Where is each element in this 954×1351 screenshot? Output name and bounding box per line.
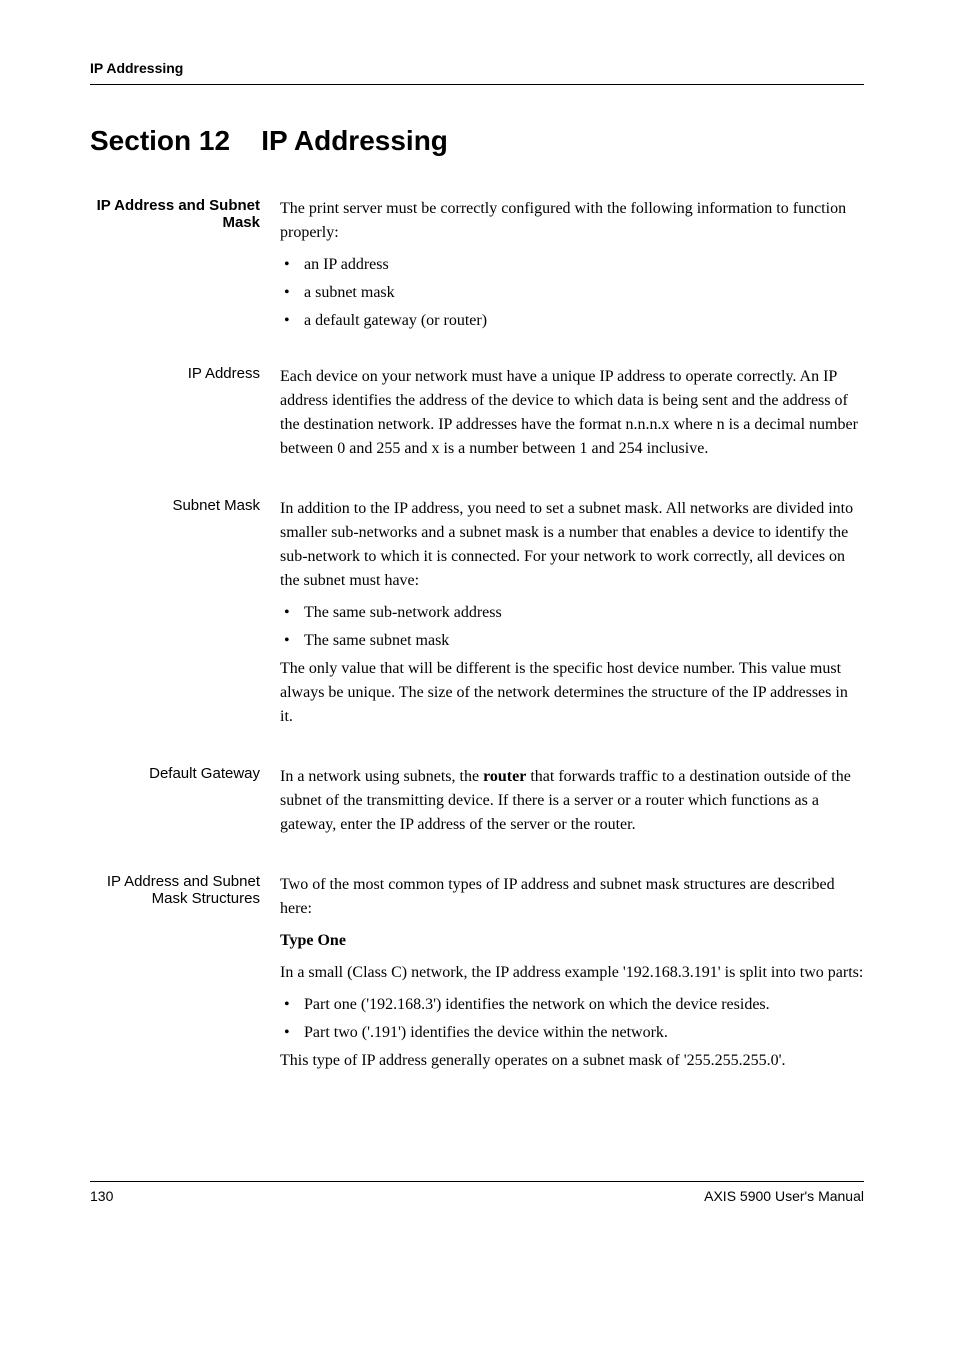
block-ip-address: IP Address Each device on your network m…	[90, 365, 864, 469]
block-structures: IP Address and Subnet Mask Structures Tw…	[90, 873, 864, 1081]
para-after-bullets: The only value that will be different is…	[280, 657, 864, 729]
label-ip-address: IP Address	[90, 365, 280, 469]
content-subnet-mask: In addition to the IP address, you need …	[280, 497, 864, 737]
section-number: Section 12	[90, 125, 230, 156]
label-default-gateway: Default Gateway	[90, 765, 280, 845]
content-ip-subnet-mask: The print server must be correctly confi…	[280, 197, 864, 337]
para-subnet-mask: In addition to the IP address, you need …	[280, 497, 864, 593]
content-ip-address: Each device on your network must have a …	[280, 365, 864, 469]
para-type-one: In a small (Class C) network, the IP add…	[280, 961, 864, 985]
manual-name: AXIS 5900 User's Manual	[704, 1188, 864, 1204]
bullet-item: a default gateway (or router)	[280, 309, 864, 333]
block-default-gateway: Default Gateway In a network using subne…	[90, 765, 864, 845]
page-footer: 130 AXIS 5900 User's Manual	[90, 1181, 864, 1204]
para-ip-address: Each device on your network must have a …	[280, 365, 864, 461]
bullet-item: an IP address	[280, 253, 864, 277]
label-subnet-mask: Subnet Mask	[90, 497, 280, 737]
header-title: IP Addressing	[90, 60, 183, 76]
section-title: Section 12 IP Addressing	[90, 125, 864, 157]
page-header: IP Addressing	[90, 60, 864, 85]
label-structures: IP Address and Subnet Mask Structures	[90, 873, 280, 1081]
bullet-item: a subnet mask	[280, 281, 864, 305]
label-ip-subnet-mask: IP Address and Subnet Mask	[90, 197, 280, 337]
content-default-gateway: In a network using subnets, the router t…	[280, 765, 864, 845]
bullet-item: Part two ('.191') identifies the device …	[280, 1021, 864, 1045]
para-structures-intro: Two of the most common types of IP addre…	[280, 873, 864, 921]
bullet-item: The same sub-network address	[280, 601, 864, 625]
bullet-list: The same sub-network address The same su…	[280, 601, 864, 653]
bullet-list: an IP address a subnet mask a default ga…	[280, 253, 864, 333]
bullet-list: Part one ('192.168.3') identifies the ne…	[280, 993, 864, 1045]
content-structures: Two of the most common types of IP addre…	[280, 873, 864, 1081]
para-final: This type of IP address generally operat…	[280, 1049, 864, 1073]
subheading-type-one: Type One	[280, 929, 864, 953]
para-intro: The print server must be correctly confi…	[280, 197, 864, 245]
bullet-item: The same subnet mask	[280, 629, 864, 653]
para-default-gateway: In a network using subnets, the router t…	[280, 765, 864, 837]
bullet-item: Part one ('192.168.3') identifies the ne…	[280, 993, 864, 1017]
section-name: IP Addressing	[261, 125, 448, 156]
block-subnet-mask: Subnet Mask In addition to the IP addres…	[90, 497, 864, 737]
block-ip-subnet-mask: IP Address and Subnet Mask The print ser…	[90, 197, 864, 337]
page-number: 130	[90, 1188, 113, 1204]
